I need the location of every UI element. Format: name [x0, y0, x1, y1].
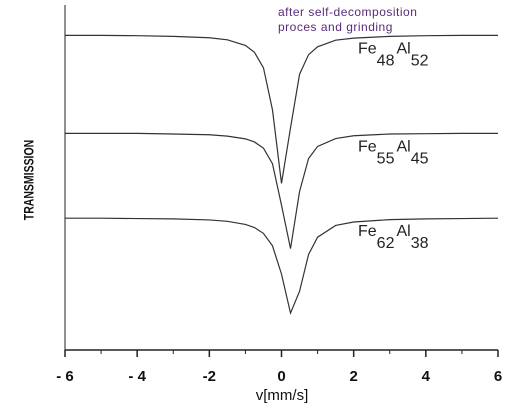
x-tick-label: 6 — [494, 368, 502, 385]
x-tick-label: - 4 — [128, 368, 146, 385]
subscript: 38 — [411, 235, 429, 252]
element: Al — [396, 41, 410, 58]
spectrum-line — [65, 132, 498, 249]
spectrum-line — [65, 34, 498, 184]
subscript: 62 — [377, 235, 395, 252]
spectrum-line — [65, 217, 499, 316]
element: Al — [396, 139, 410, 156]
element: Fe — [358, 223, 377, 240]
subscript: 48 — [377, 53, 395, 70]
subscript: 52 — [411, 53, 429, 70]
x-tick-label: - 6 — [56, 368, 74, 385]
series-label: Fe48Al52 — [358, 41, 429, 70]
element: Fe — [358, 41, 377, 58]
x-tick-label: 4 — [422, 368, 431, 385]
x-axis-title: v[mm/s] — [256, 387, 309, 404]
series-label: Fe62Al38 — [358, 223, 429, 252]
annotation: after self-decomposition — [278, 5, 417, 19]
subscript: 55 — [377, 151, 395, 168]
element: Al — [396, 223, 410, 240]
series-label: Fe55Al45 — [358, 139, 429, 168]
annotation: proces and grinding — [278, 20, 393, 34]
subscript: 45 — [411, 151, 429, 168]
element: Fe — [358, 139, 377, 156]
y-axis-title: TRANSMISSION — [21, 140, 37, 220]
x-tick-label: 2 — [349, 368, 357, 385]
x-tick-label: 0 — [277, 368, 285, 385]
x-tick-label: -2 — [203, 368, 216, 385]
